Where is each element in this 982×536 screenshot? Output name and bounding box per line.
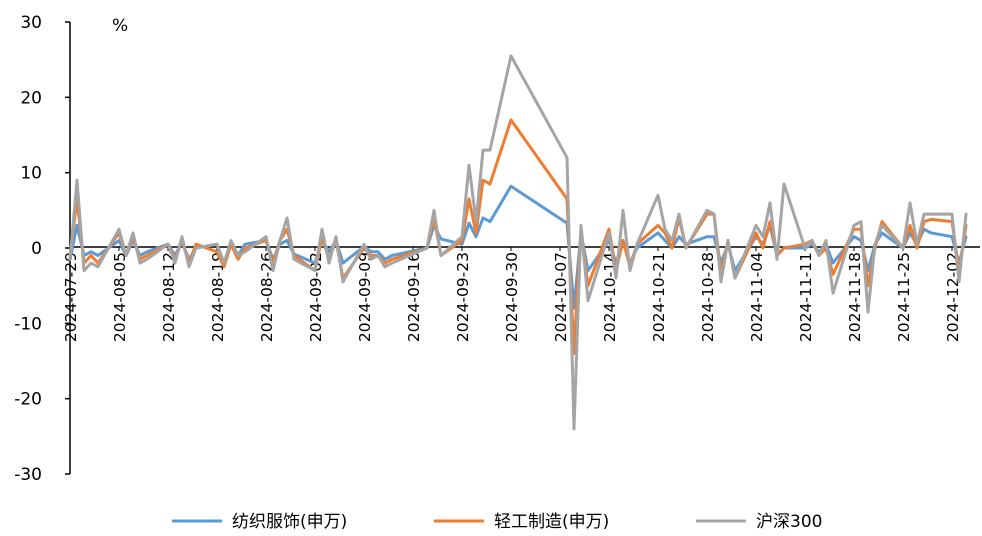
y-tick-label: -30 <box>14 465 42 485</box>
y-tick-label: 10 <box>20 164 42 184</box>
legend-label: 轻工制造(申万) <box>494 512 609 532</box>
series-line-3 <box>68 54 968 431</box>
x-tick-label: 2024-10-07 <box>552 252 570 342</box>
legend-label: 纺织服饰(申万) <box>232 512 347 532</box>
x-tick-label: 2024-09-30 <box>503 252 521 342</box>
x-tick-label: 2024-10-28 <box>699 252 717 342</box>
x-tick-label: 2024-09-16 <box>405 252 423 342</box>
x-tick-label: 2024-11-18 <box>846 252 864 342</box>
x-axis: 2024-07-29 2024-08-05 2024-08-12 2024-08-19… <box>62 246 980 342</box>
x-tick-label: 2024-08-19 <box>209 252 227 342</box>
x-tick-label: 2024-09-23 <box>454 252 472 342</box>
legend: 纺织服饰(申万) 轻工制造(申万) 沪深300 <box>172 512 822 532</box>
x-tick-label: 2024-08-26 <box>258 252 276 342</box>
x-tick-label: 2024-10-21 <box>650 252 668 342</box>
y-tick-label: 0 <box>31 239 42 259</box>
x-tick-label: 2024-08-12 <box>160 252 178 342</box>
y-tick-label: -10 <box>14 314 42 334</box>
legend-label: 沪深300 <box>756 512 822 532</box>
series-line-2 <box>68 118 968 355</box>
x-tick-label: 2024-09-09 <box>356 252 374 342</box>
y-axis: -30 -20 -10 0 10 20 30 <box>14 13 71 485</box>
x-tick-label: 2024-11-25 <box>895 252 913 342</box>
y-tick-label: 20 <box>20 88 42 108</box>
y-tick-label: -20 <box>14 390 42 410</box>
x-tick-label: 2024-11-11 <box>797 252 815 342</box>
y-tick-label: 30 <box>20 13 42 33</box>
x-tick-label: 2024-08-05 <box>111 252 129 342</box>
x-tick-label: 2024-07-29 <box>62 252 80 342</box>
x-tick-label: 2024-11-04 <box>748 252 766 342</box>
x-tick-label: 2024-09-02 <box>307 252 325 342</box>
series-lines <box>68 54 968 431</box>
y-axis-unit: % <box>112 16 128 36</box>
